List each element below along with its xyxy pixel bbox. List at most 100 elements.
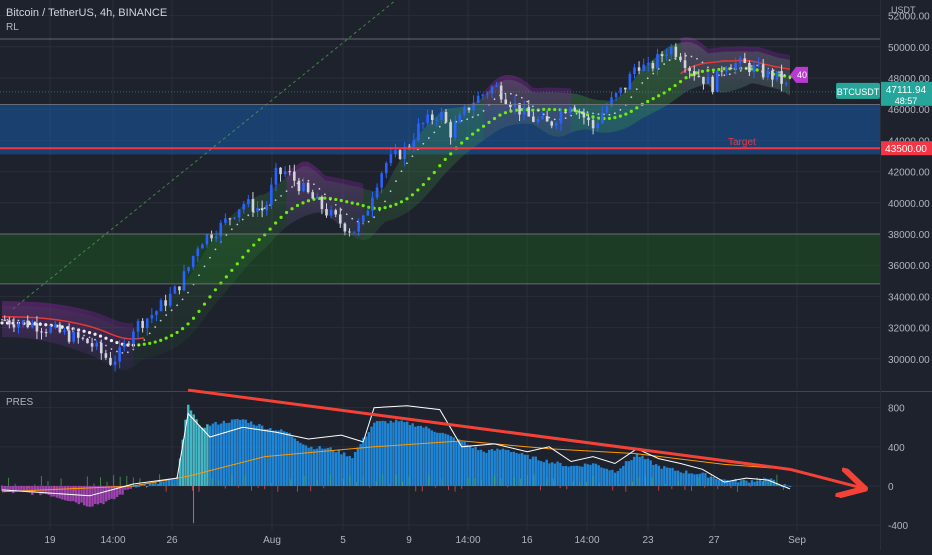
candle-body (522, 107, 526, 115)
pressure-bar (384, 421, 387, 486)
fast-ma-dot (783, 74, 786, 76)
indicator-tick-label: 800 (888, 404, 905, 415)
ma-dot (295, 203, 300, 208)
price-tick-label: 32000.00 (888, 324, 930, 335)
candle-body (297, 180, 301, 192)
candle-body (623, 87, 627, 90)
pressure-bar (192, 414, 195, 486)
fast-ma-dot (373, 216, 376, 219)
pressure-bar (441, 432, 444, 486)
pressure-bar (427, 428, 431, 486)
ma-dot (553, 107, 557, 112)
candle-body (449, 122, 452, 138)
pressure-bar (490, 448, 494, 486)
fast-ma-dot (181, 298, 184, 301)
pressure-bar (652, 464, 655, 486)
pressure-bar (6, 485, 9, 491)
pressure-bar (474, 446, 477, 486)
pressure-bar (373, 422, 376, 486)
pressure-bar (198, 425, 201, 486)
pressure-bar (299, 442, 302, 486)
fast-ma-dot (520, 96, 523, 99)
fast-ma-dot (148, 332, 151, 335)
pressure-bar (583, 463, 587, 486)
candle-body (582, 112, 586, 118)
candle-body (440, 111, 443, 120)
ma-dot (531, 108, 535, 112)
fast-ma-dot (707, 66, 709, 69)
pressure-bar (649, 460, 652, 486)
pressure-bar (665, 467, 669, 486)
pressure-bar (9, 485, 12, 492)
ma-dot (208, 295, 212, 299)
ma-dot (388, 204, 393, 208)
candle-body (591, 120, 595, 129)
fast-ma-dot (395, 180, 397, 183)
pressure-bar (416, 425, 420, 486)
pressure-bar (704, 473, 707, 486)
ma-dot (153, 340, 157, 344)
ma-dot (739, 66, 743, 70)
fast-ma-dot (159, 319, 162, 322)
pressure-bar (624, 461, 628, 486)
fast-ma-dot (44, 323, 47, 326)
ma-dot (481, 124, 486, 128)
pressure-bar (657, 465, 661, 486)
pressure-bar (110, 485, 113, 499)
candle-body (692, 71, 696, 76)
pressure-bar (258, 424, 261, 486)
ma-dot (405, 197, 409, 201)
pressure-bar (359, 444, 362, 486)
pressure-bar (633, 456, 636, 486)
candle-body (343, 223, 347, 232)
pressure-bar (74, 485, 78, 503)
ma-dot (361, 204, 365, 208)
pressure-bar (176, 476, 179, 486)
candle-body (329, 210, 333, 216)
pressure-bar (113, 485, 116, 500)
ma-dot (492, 116, 497, 121)
ma-dot (115, 340, 119, 345)
pressure-bar (274, 430, 278, 486)
pressure-bar (477, 450, 480, 486)
currency-label: USDT (891, 5, 916, 15)
candle-body (738, 58, 742, 64)
candle-body (743, 58, 747, 63)
candle-body (683, 60, 687, 68)
candle-body (53, 324, 57, 328)
pressure-bar (786, 485, 789, 487)
candle-body (72, 332, 75, 342)
candle-body (159, 300, 163, 312)
candle-body (109, 357, 112, 365)
pressure-bar (107, 485, 111, 500)
pressure-bar (493, 450, 496, 486)
candle-body (17, 323, 20, 328)
pressure-bar (682, 473, 685, 486)
pressure-bar (712, 476, 715, 486)
ma-dot (416, 188, 420, 192)
candle-body (545, 116, 549, 122)
ma-dot (284, 210, 289, 215)
ma-dot (197, 309, 201, 314)
ma-dot (345, 200, 349, 204)
candle-body (173, 286, 177, 294)
pressure-bar (400, 420, 403, 486)
fast-ma-dot (548, 116, 551, 119)
fast-ma-dot (105, 344, 107, 347)
pressure-bar (641, 455, 644, 486)
candle-body (495, 85, 498, 87)
fast-ma-dot (66, 329, 69, 331)
candle-body (499, 85, 503, 100)
candle-body (614, 93, 618, 98)
fast-ma-dot (116, 350, 118, 353)
ribbon-downtrend-segment (483, 75, 572, 141)
ma-dot (257, 238, 261, 242)
candle-body (288, 171, 292, 173)
time-tick-label: Aug (263, 535, 281, 546)
ma-dot (213, 288, 218, 292)
ma-dot (514, 108, 518, 112)
pressure-bar (613, 472, 617, 486)
candle-body (224, 218, 227, 223)
candle-body (610, 97, 613, 107)
pressure-bar (430, 430, 433, 486)
